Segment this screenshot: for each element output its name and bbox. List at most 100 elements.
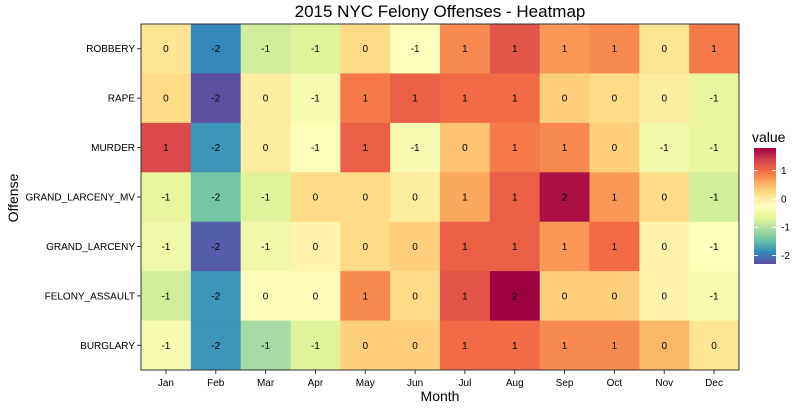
heatmap-cell (190, 24, 242, 74)
heatmap-cell (589, 221, 640, 272)
cell-value-label: -1 (161, 341, 170, 352)
heatmap-cell (689, 122, 740, 173)
cell-value-label: 1 (612, 44, 618, 55)
heatmap-cell (639, 221, 690, 272)
legend: value 1 0 -1 -2 (752, 129, 790, 264)
heatmap-cell (689, 221, 740, 272)
x-tick-label: Mar (257, 378, 275, 389)
cell-value-label: -1 (311, 143, 320, 154)
heatmap-cell (489, 320, 541, 371)
heatmap-cell (141, 73, 192, 124)
cell-value-label: 0 (661, 242, 667, 253)
heatmap-cell (340, 73, 391, 124)
cell-value-label: 0 (612, 143, 618, 154)
y-axis-title: Offense (5, 173, 21, 222)
cell-value-label: 1 (462, 242, 468, 253)
heatmap-cell (489, 221, 541, 272)
cell-value-label: 1 (362, 291, 368, 302)
legend-tick-label: -1 (781, 223, 790, 234)
cell-value-label: -2 (211, 291, 220, 302)
cell-value-label: 1 (562, 242, 568, 253)
cell-value-label: 0 (661, 44, 667, 55)
cell-value-label: -1 (261, 341, 270, 352)
cell-value-label: 0 (661, 94, 667, 105)
cell-value-label: 0 (313, 291, 319, 302)
heatmap-cell (440, 320, 491, 371)
legend-tick-label: 0 (781, 194, 787, 205)
cell-value-label: 0 (263, 94, 269, 105)
x-tick-label: Apr (308, 378, 324, 389)
heatmap-cell (689, 320, 740, 371)
y-tick-label: GRAND_LARCENY (46, 242, 135, 253)
cell-value-label: 1 (462, 291, 468, 302)
heatmap-cell (489, 172, 541, 223)
cell-value-label: 1 (512, 242, 518, 253)
x-tick-label: Jan (158, 378, 174, 389)
y-tick-label: RAPE (108, 94, 136, 105)
cell-value-label: -2 (211, 242, 220, 253)
heatmap-cell (141, 271, 192, 322)
cell-value-label: 1 (512, 44, 518, 55)
heatmap-cell (190, 122, 242, 173)
heatmap-cell (340, 122, 391, 173)
cell-value-label: 2 (562, 193, 568, 204)
x-tick-label: Aug (506, 378, 524, 389)
cell-value-label: 0 (661, 341, 667, 352)
cell-value-label: 1 (163, 143, 169, 154)
heatmap-cell (290, 73, 341, 124)
heatmap-cell (240, 320, 291, 371)
heatmap-cell (489, 271, 541, 322)
heatmap-cell (240, 122, 291, 173)
heatmap-cell (390, 172, 441, 223)
heatmap-cell (589, 271, 640, 322)
cell-value-label: 1 (412, 94, 418, 105)
heatmap-cell (240, 73, 291, 124)
heatmap-cell (639, 24, 690, 74)
cell-value-label: -1 (311, 44, 320, 55)
heatmap-cell (589, 172, 640, 223)
cell-value-label: 0 (661, 291, 667, 302)
cell-value-label: 1 (711, 44, 717, 55)
heatmap-cell (190, 221, 242, 272)
cell-value-label: -1 (161, 193, 170, 204)
heatmap-cell (689, 271, 740, 322)
heatmap-cell (589, 73, 640, 124)
heatmap-cell (589, 122, 640, 173)
x-tick-label: Sep (556, 378, 574, 389)
heatmap-cell (639, 172, 690, 223)
heatmap-cell (539, 172, 590, 223)
cell-value-label: 0 (163, 44, 169, 55)
cell-value-label: 0 (163, 94, 169, 105)
cell-value-label: 0 (313, 193, 319, 204)
heatmap-cell (440, 221, 491, 272)
y-tick-label: FELONY_ASSAULT (45, 291, 135, 302)
cell-value-label: 0 (313, 242, 319, 253)
heatmap-cell (589, 24, 640, 74)
heatmap-cell (290, 271, 341, 322)
cell-value-label: -1 (261, 44, 270, 55)
cell-value-label: 1 (612, 193, 618, 204)
chart-title: 2015 NYC Felony Offenses - Heatmap (295, 2, 586, 21)
heatmap-cell (539, 24, 590, 74)
x-axis-title: Month (421, 388, 460, 404)
cell-value-label: 0 (612, 291, 618, 302)
cell-value-label: -2 (211, 341, 220, 352)
heatmap-cell (290, 320, 341, 371)
y-axis-ticks: ROBBERY RAPE MURDER GRAND_LARCENY_MV GRAND_L… (26, 44, 141, 352)
cell-value-label: 0 (412, 193, 418, 204)
heatmap-cell (489, 122, 541, 173)
heatmap-cell-labels: 0 -2 -1 -1 0 -1 1 1 1 1 0 1 0 -2 0 -1 1 1 1 1 0 0 0 -1 1 -2 0 -1 1 -1… (161, 44, 718, 352)
cell-value-label: 1 (362, 94, 368, 105)
x-tick-label: Oct (607, 378, 623, 389)
heatmap-cell (489, 73, 541, 124)
cell-value-label: -1 (411, 143, 420, 154)
cell-value-label: 0 (711, 341, 717, 352)
cell-value-label: 1 (612, 242, 618, 253)
heatmap-cell (390, 24, 441, 74)
heatmap-cell (340, 271, 391, 322)
x-tick-label: May (356, 378, 375, 389)
cell-value-label: 0 (661, 193, 667, 204)
heatmap-cell (141, 172, 192, 223)
legend-title: value (752, 129, 786, 145)
cell-value-label: -2 (211, 193, 220, 204)
